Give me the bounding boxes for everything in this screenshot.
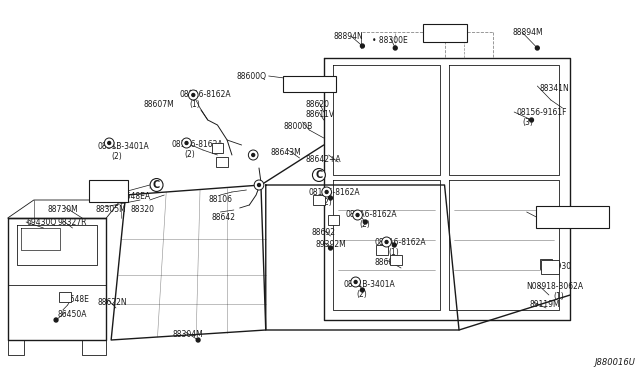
Text: 88925: 88925 <box>427 28 451 37</box>
Text: 98327R: 98327R <box>58 218 88 227</box>
Bar <box>390 255 402 265</box>
Circle shape <box>54 318 58 322</box>
Text: 87648E: 87648E <box>61 295 90 304</box>
Text: 88106: 88106 <box>209 195 233 204</box>
Circle shape <box>108 141 111 144</box>
Bar <box>536 206 609 228</box>
Circle shape <box>385 241 388 244</box>
Text: 0891B-3401A: 0891B-3401A <box>98 142 149 151</box>
Text: 88730M: 88730M <box>47 205 78 214</box>
Text: 88305M: 88305M <box>95 205 127 214</box>
Text: 86450A: 86450A <box>58 310 88 319</box>
Text: 88930: 88930 <box>548 262 572 271</box>
Text: N08918-3062A: N08918-3062A <box>527 282 584 291</box>
Circle shape <box>322 187 332 197</box>
Text: (1): (1) <box>189 100 200 109</box>
Circle shape <box>394 46 397 50</box>
Bar <box>328 215 339 225</box>
Circle shape <box>192 93 195 96</box>
Text: 88601M: 88601M <box>542 220 573 229</box>
Text: (2): (2) <box>184 150 195 159</box>
Text: (3): (3) <box>523 118 534 127</box>
Text: 081A6-8162A: 081A6-8162A <box>308 188 360 197</box>
Text: 88611V: 88611V <box>305 110 335 119</box>
Text: 88607M: 88607M <box>143 100 174 109</box>
Text: J880016U: J880016U <box>595 358 636 367</box>
Text: 88642: 88642 <box>212 213 236 222</box>
Text: (1): (1) <box>554 292 564 301</box>
Text: 08156-9161F: 08156-9161F <box>516 108 566 117</box>
Text: 88320: 88320 <box>131 205 154 214</box>
Text: 88622N: 88622N <box>98 298 127 307</box>
Text: 88300: 88300 <box>93 183 118 192</box>
Text: 88643M: 88643M <box>271 148 301 157</box>
Circle shape <box>248 150 258 160</box>
Bar <box>216 157 228 167</box>
Text: (2): (2) <box>322 198 333 207</box>
Bar <box>89 180 127 202</box>
Circle shape <box>381 237 392 247</box>
Circle shape <box>354 280 357 283</box>
Text: 88600Q: 88600Q <box>237 72 267 81</box>
Text: 89392M: 89392M <box>315 240 346 249</box>
Text: (2): (2) <box>111 152 122 161</box>
Circle shape <box>536 46 540 50</box>
Text: 081A6-8162A: 081A6-8162A <box>346 210 397 219</box>
Text: 88620: 88620 <box>305 100 330 109</box>
Text: 87648EA: 87648EA <box>117 192 151 201</box>
Bar <box>540 259 552 269</box>
Circle shape <box>182 138 191 148</box>
Bar <box>376 245 388 255</box>
Circle shape <box>325 190 328 193</box>
Text: 081A6-8162A: 081A6-8162A <box>180 90 232 99</box>
Bar <box>541 260 559 274</box>
Circle shape <box>356 214 359 217</box>
Circle shape <box>360 288 364 292</box>
Text: 88341N: 88341N <box>540 84 569 93</box>
Text: 0891B-3401A: 0891B-3401A <box>343 280 395 289</box>
Bar <box>313 195 324 205</box>
Text: 88304M: 88304M <box>172 330 203 339</box>
Text: 89119M: 89119M <box>529 300 560 309</box>
Bar <box>423 24 467 42</box>
Circle shape <box>185 141 188 144</box>
Bar <box>283 76 336 92</box>
Circle shape <box>353 210 362 220</box>
Text: C: C <box>316 170 323 180</box>
Text: 88000B: 88000B <box>283 122 312 131</box>
Text: 081A6-8162A: 081A6-8162A <box>375 238 427 247</box>
Circle shape <box>328 196 332 200</box>
Text: 69430Q: 69430Q <box>26 218 56 227</box>
Text: (2): (2) <box>360 220 371 229</box>
Bar <box>59 292 70 302</box>
Text: 88692: 88692 <box>311 228 335 237</box>
Circle shape <box>196 338 200 342</box>
Text: C: C <box>153 180 160 190</box>
Circle shape <box>257 183 260 186</box>
Text: (1): (1) <box>388 248 399 257</box>
Circle shape <box>364 220 367 224</box>
Circle shape <box>254 180 264 190</box>
Text: 88608: 88608 <box>375 258 399 267</box>
Text: 87648EB: 87648EB <box>283 80 317 89</box>
Text: 88894M: 88894M <box>512 28 543 37</box>
Text: • 88300E: • 88300E <box>372 36 408 45</box>
Circle shape <box>351 277 360 287</box>
Circle shape <box>529 118 534 122</box>
Circle shape <box>252 154 255 157</box>
Text: (2): (2) <box>356 290 367 299</box>
Circle shape <box>392 243 396 247</box>
Text: 88642+A: 88642+A <box>305 155 341 164</box>
Text: 081A6-8162A: 081A6-8162A <box>171 140 223 149</box>
Circle shape <box>104 138 114 148</box>
Bar <box>212 143 223 153</box>
Circle shape <box>328 246 332 250</box>
Circle shape <box>188 90 198 100</box>
Text: 88609N: 88609N <box>542 210 572 219</box>
Circle shape <box>360 44 364 48</box>
Text: 88894N: 88894N <box>333 32 363 41</box>
